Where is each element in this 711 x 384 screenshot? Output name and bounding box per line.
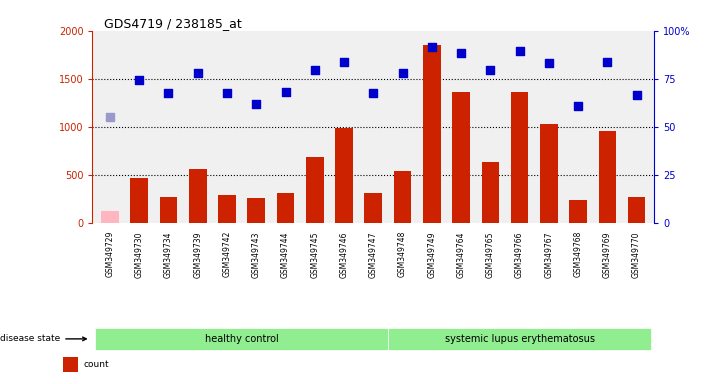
Text: disease state: disease state	[0, 334, 86, 343]
Bar	[306, 157, 324, 223]
Bar	[452, 92, 470, 223]
Bar	[394, 171, 411, 223]
Bar	[388, 328, 651, 350]
Point	[455, 50, 466, 56]
Bar	[481, 162, 499, 223]
Text: GSM349742: GSM349742	[223, 231, 232, 277]
Text: GSM349766: GSM349766	[515, 231, 524, 278]
Point	[192, 70, 203, 76]
Text: GSM349768: GSM349768	[574, 231, 582, 277]
Point	[397, 70, 408, 76]
Bar	[218, 195, 236, 223]
Bar	[423, 45, 441, 223]
Point	[280, 89, 292, 95]
Point	[134, 76, 145, 83]
Point	[514, 48, 525, 54]
Text: GSM349769: GSM349769	[603, 231, 611, 278]
Bar	[247, 198, 265, 223]
Point	[105, 114, 116, 120]
Bar	[130, 177, 148, 223]
Bar	[628, 197, 646, 223]
Point	[221, 90, 232, 96]
Text: healthy control: healthy control	[205, 334, 279, 344]
Bar	[160, 197, 177, 223]
Point	[485, 67, 496, 73]
Text: count: count	[84, 360, 109, 369]
Bar	[101, 211, 119, 223]
Point	[309, 67, 321, 73]
Point	[602, 59, 613, 65]
Bar	[365, 194, 382, 223]
Text: GSM349748: GSM349748	[398, 231, 407, 277]
Text: GSM349734: GSM349734	[164, 231, 173, 278]
Bar	[599, 131, 616, 223]
Bar	[540, 124, 557, 223]
Text: GSM349739: GSM349739	[193, 231, 202, 278]
Bar	[189, 169, 206, 223]
Point	[426, 44, 437, 50]
Text: GSM349770: GSM349770	[632, 231, 641, 278]
Text: GSM349743: GSM349743	[252, 231, 261, 278]
Text: GSM349747: GSM349747	[369, 231, 378, 278]
Text: GDS4719 / 238185_at: GDS4719 / 238185_at	[104, 17, 242, 30]
Bar	[95, 328, 388, 350]
Point	[338, 59, 350, 65]
Text: GSM349765: GSM349765	[486, 231, 495, 278]
Bar	[277, 194, 294, 223]
Bar	[63, 357, 77, 372]
Text: GSM349767: GSM349767	[545, 231, 553, 278]
Point	[163, 90, 174, 96]
Text: GSM349745: GSM349745	[310, 231, 319, 278]
Point	[250, 101, 262, 107]
Text: GSM349744: GSM349744	[281, 231, 290, 278]
Point	[572, 103, 584, 109]
Point	[543, 60, 555, 66]
Bar	[336, 127, 353, 223]
Text: systemic lupus erythematosus: systemic lupus erythematosus	[444, 334, 594, 344]
Text: GSM349764: GSM349764	[456, 231, 466, 278]
Point	[368, 90, 379, 96]
Bar	[510, 92, 528, 223]
Point	[631, 92, 642, 98]
Text: GSM349729: GSM349729	[105, 231, 114, 277]
Text: GSM349749: GSM349749	[427, 231, 437, 278]
Text: GSM349730: GSM349730	[135, 231, 144, 278]
Bar	[570, 200, 587, 223]
Text: GSM349746: GSM349746	[340, 231, 348, 278]
